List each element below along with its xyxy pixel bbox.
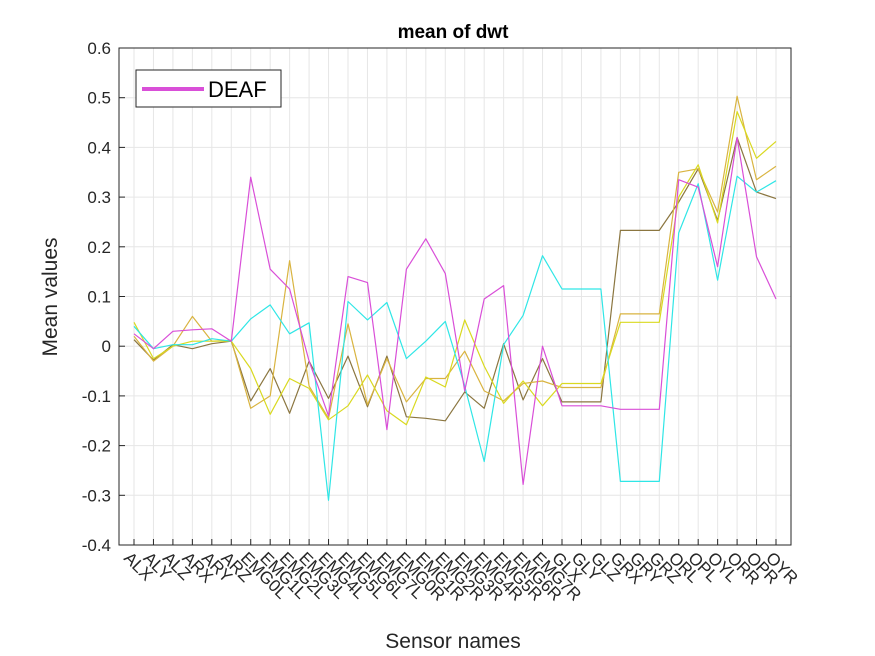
y-tick-label: 0.1 bbox=[87, 288, 111, 307]
legend-label-deaf: DEAF bbox=[208, 77, 267, 102]
y-tick-label: -0.2 bbox=[82, 437, 111, 456]
y-tick-label: -0.1 bbox=[82, 387, 111, 406]
y-tick-label: 0.5 bbox=[87, 89, 111, 108]
series-line-5 bbox=[133, 136, 777, 422]
series-line-1 bbox=[133, 136, 777, 485]
y-tick-label: 0.4 bbox=[87, 138, 111, 157]
y-tick-label: 0.2 bbox=[87, 238, 111, 257]
y-tick-label: 0.3 bbox=[87, 188, 111, 207]
y-tick-labels: -0.4 -0.3 -0.2 -0.1 0 0.1 0.2 0.3 0.4 0.5 0.6 bbox=[82, 39, 111, 555]
x-tick-labels: ALXALYALZARXARYARZEMG0LEMG1LEMG2LEMG3LEM… bbox=[120, 548, 801, 604]
y-tick-label: 0 bbox=[102, 337, 111, 356]
series-layer bbox=[133, 95, 777, 501]
y-axis-title: Mean values bbox=[39, 237, 62, 356]
series-line-2 bbox=[133, 175, 777, 501]
y-tick-label: 0.6 bbox=[87, 39, 111, 58]
legend: DEAF bbox=[135, 69, 282, 108]
chart-title: mean of dwt bbox=[398, 22, 510, 43]
y-tick-label: -0.3 bbox=[82, 486, 111, 505]
series-line-4 bbox=[133, 95, 777, 419]
axis-ticks bbox=[119, 47, 777, 546]
y-tick-label: -0.4 bbox=[82, 536, 111, 555]
x-axis-title: Sensor names bbox=[385, 630, 520, 653]
